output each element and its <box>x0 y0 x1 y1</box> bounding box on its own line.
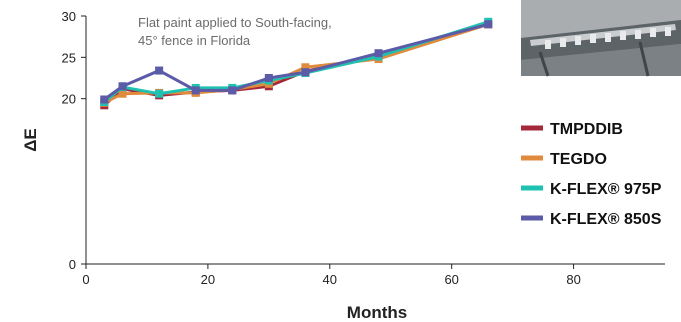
series-3 <box>100 20 493 104</box>
y-tick-label: 25 <box>62 50 76 65</box>
data-point <box>228 86 237 95</box>
x-tick-label: 40 <box>323 272 337 287</box>
data-point <box>155 66 164 75</box>
x-tick-label: 80 <box>566 272 580 287</box>
data-point <box>264 74 273 82</box>
y-axis-title: ΔE <box>21 128 40 152</box>
y-tick-label: 20 <box>62 92 76 107</box>
chart-series <box>100 17 493 110</box>
y-tick-label: 0 <box>69 257 76 272</box>
data-point <box>484 20 493 29</box>
data-point <box>118 89 127 98</box>
annotation-line-2: 45° fence in Florida <box>138 33 251 48</box>
chart-legend: TMPDDIB TEGDO K-FLEX® 975P K-FLEX® 850S <box>521 121 662 228</box>
annotation-line-1: Flat paint applied to South-facing, <box>138 15 332 30</box>
data-point <box>374 49 383 58</box>
legend-label: K-FLEX® 975P <box>550 181 662 198</box>
data-point <box>191 86 200 95</box>
x-axis-title: Months <box>347 303 407 322</box>
x-tick-label: 60 <box>444 272 458 287</box>
outdoor-exposure-fence-photo <box>521 0 681 77</box>
data-point <box>118 82 127 91</box>
legend-label: K-FLEX® 850S <box>550 211 662 228</box>
legend-label: TEGDO <box>550 151 607 168</box>
data-point <box>155 89 164 98</box>
y-tick-label: 30 <box>62 9 76 24</box>
chart-ticks: 0 20 40 60 80 0 20 25 30 <box>62 9 581 287</box>
data-point <box>301 68 310 77</box>
x-tick-label: 20 <box>201 272 215 287</box>
series-2 <box>100 17 493 106</box>
data-point <box>100 95 109 104</box>
data-point <box>301 63 310 72</box>
x-tick-label: 0 <box>82 272 89 287</box>
legend-label: TMPDDIB <box>550 121 623 138</box>
